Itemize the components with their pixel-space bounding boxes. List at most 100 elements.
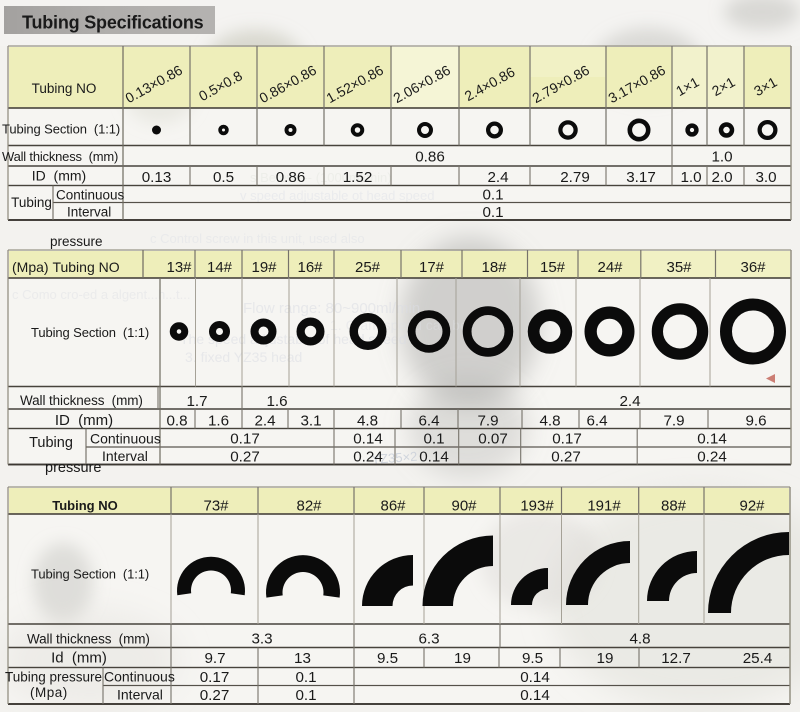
- svg-text:v speed adjustable ot head spe: v speed adjustable ot head speed: [240, 188, 434, 203]
- svg-text:Continuous: Continuous: [56, 188, 125, 203]
- svg-text:82#: 82#: [296, 498, 322, 515]
- svg-text:0.14: 0.14: [697, 431, 727, 448]
- svg-text:0.1: 0.1: [295, 687, 316, 704]
- svg-text:2.0: 2.0: [711, 169, 732, 186]
- svg-text:3.3: 3.3: [251, 631, 272, 648]
- svg-text:s Betewe-- (1000ml/min): s Betewe-- (1000ml/min): [250, 170, 392, 185]
- svg-text:0.27: 0.27: [551, 449, 581, 466]
- svg-text:1.52: 1.52: [343, 169, 373, 186]
- svg-text:Tubing NO: Tubing NO: [52, 498, 117, 513]
- svg-text:Tubing: Tubing: [29, 435, 73, 451]
- svg-text:1.0: 1.0: [680, 169, 701, 186]
- svg-text:6.4: 6.4: [418, 413, 439, 430]
- svg-text:pressure: pressure: [50, 234, 103, 249]
- svg-text:15#: 15#: [540, 259, 566, 276]
- svg-text:0.17: 0.17: [200, 669, 230, 686]
- svg-text:19#: 19#: [251, 259, 277, 276]
- svg-text:1.6: 1.6: [266, 393, 287, 410]
- svg-text:Wall thickness (mm): Wall thickness (mm): [2, 149, 118, 164]
- svg-text:3.0: 3.0: [755, 169, 776, 186]
- svg-text:0.1: 0.1: [295, 669, 316, 686]
- svg-text:9.5: 9.5: [377, 650, 398, 667]
- svg-text:Tubing: Tubing: [11, 195, 52, 210]
- svg-text:Tubing Section (1:1): Tubing Section (1:1): [31, 567, 149, 582]
- svg-text:0.14: 0.14: [520, 669, 550, 686]
- svg-text:3.17: 3.17: [626, 169, 656, 186]
- svg-text:c Control screw in this unit,: c Control screw in this unit, used also: [150, 231, 365, 246]
- svg-text:0.14: 0.14: [353, 431, 383, 448]
- svg-text:0.1: 0.1: [423, 431, 444, 448]
- svg-text:YZ35×2: YZ35×2: [371, 449, 418, 467]
- svg-text:0.5: 0.5: [213, 169, 234, 186]
- svg-text:ID (mm): ID (mm): [32, 168, 86, 184]
- svg-text:90#: 90#: [451, 498, 477, 515]
- svg-text:18#: 18#: [481, 259, 507, 276]
- svg-text:Tubing Section (1:1): Tubing Section (1:1): [31, 325, 149, 340]
- svg-text:4.8: 4.8: [629, 631, 650, 648]
- svg-text:Wall thickness (mm): Wall thickness (mm): [27, 632, 150, 647]
- svg-text:6.4: 6.4: [586, 413, 607, 430]
- svg-text:ID (mm): ID (mm): [55, 412, 113, 429]
- svg-text:19: 19: [454, 650, 471, 667]
- svg-text:16#: 16#: [297, 259, 323, 276]
- svg-text:191#: 191#: [587, 498, 621, 515]
- svg-text:193#: 193#: [520, 498, 554, 515]
- svg-text:0.17: 0.17: [552, 431, 582, 448]
- svg-text:2.4: 2.4: [619, 393, 640, 410]
- svg-text:1.7: 1.7: [186, 393, 207, 410]
- svg-text:2.4: 2.4: [254, 413, 275, 430]
- svg-text:Interval: Interval: [102, 448, 148, 464]
- svg-text:7.9: 7.9: [477, 413, 498, 430]
- svg-text:13#: 13#: [166, 259, 192, 276]
- svg-text:2.4: 2.4: [487, 169, 508, 186]
- svg-text:86#: 86#: [380, 498, 406, 515]
- svg-text:Flow range: 80~900ml/min: Flow range: 80~900ml/min: [243, 300, 420, 317]
- svg-text:Tubing NO: Tubing NO: [32, 81, 97, 96]
- svg-text:24#: 24#: [597, 259, 623, 276]
- svg-text:3.1: 3.1: [300, 413, 321, 430]
- svg-text:Interval: Interval: [67, 205, 111, 220]
- svg-text:(Mpa) Tubing NO: (Mpa) Tubing NO: [12, 259, 120, 275]
- svg-text:0.14: 0.14: [520, 687, 550, 704]
- svg-text:c Como cro-ed a algent...h...t: c Como cro-ed a algent...h...t...: [12, 287, 190, 302]
- svg-text:pressure: pressure: [45, 460, 101, 476]
- svg-text:0.14: 0.14: [419, 449, 449, 466]
- svg-text:17#: 17#: [419, 259, 445, 276]
- svg-text:7.9: 7.9: [663, 413, 684, 430]
- svg-text:(Mpa): (Mpa): [30, 685, 68, 700]
- svg-text:19: 19: [597, 650, 614, 667]
- svg-text:9.7: 9.7: [204, 650, 225, 667]
- svg-text:0.86: 0.86: [415, 149, 445, 166]
- svg-text:Tubing pressure: Tubing pressure: [5, 670, 102, 685]
- svg-text:2.79: 2.79: [560, 169, 590, 186]
- svg-text:0.8: 0.8: [166, 413, 187, 430]
- svg-text:0.1: 0.1: [482, 187, 503, 204]
- svg-text:4.8: 4.8: [357, 413, 378, 430]
- svg-text:13: 13: [294, 650, 311, 667]
- svg-text:9.6: 9.6: [745, 413, 766, 430]
- svg-text:36#: 36#: [740, 259, 766, 276]
- svg-text:0.27: 0.27: [230, 449, 260, 466]
- svg-text:Continuous: Continuous: [90, 431, 161, 447]
- svg-text:0.24: 0.24: [353, 449, 383, 466]
- svg-text:73#: 73#: [203, 498, 229, 515]
- svg-text:0.1: 0.1: [482, 204, 503, 221]
- svg-text:6.3: 6.3: [418, 631, 439, 648]
- svg-text:Id (mm): Id (mm): [51, 650, 107, 667]
- svg-text:0.07: 0.07: [478, 431, 508, 448]
- svg-text:Continuous: Continuous: [104, 669, 175, 685]
- svg-text:0.27: 0.27: [200, 687, 230, 704]
- svg-text:1.0: 1.0: [711, 149, 732, 166]
- svg-text:14#: 14#: [207, 259, 233, 276]
- svg-text:Tubing Specifications: Tubing Specifications: [22, 13, 204, 33]
- svg-text:12.7: 12.7: [661, 650, 691, 667]
- svg-text:0.24: 0.24: [697, 449, 727, 466]
- svg-text:4.8: 4.8: [539, 413, 560, 430]
- svg-text:25#: 25#: [355, 259, 381, 276]
- svg-text:92#: 92#: [739, 498, 765, 515]
- svg-text:9.5: 9.5: [522, 650, 543, 667]
- svg-text:Wall thickness (mm): Wall thickness (mm): [20, 393, 143, 408]
- svg-text:25.4: 25.4: [743, 650, 773, 667]
- svg-text:88#: 88#: [661, 498, 687, 515]
- svg-text:0.13: 0.13: [142, 169, 172, 186]
